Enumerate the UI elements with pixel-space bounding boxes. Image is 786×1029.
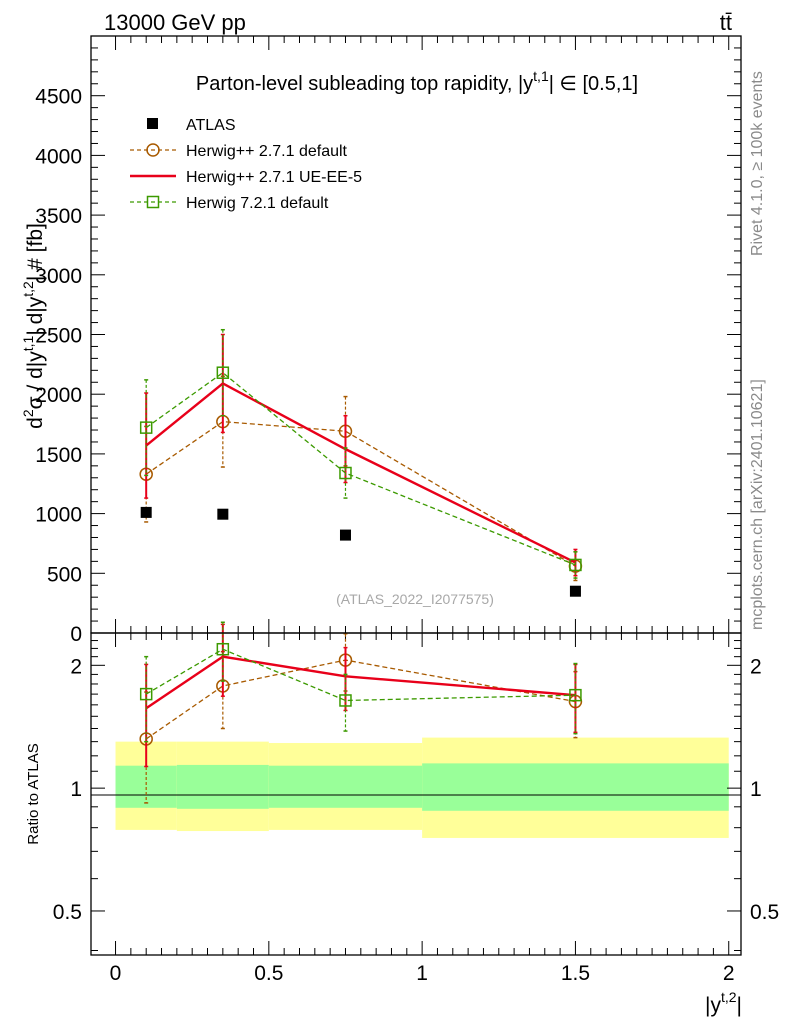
main-herwig-7-2-1-default-line — [145, 371, 576, 566]
main-panel: Parton-level subleading top rapidity, |y… — [20, 35, 742, 646]
main-atlas-point — [569, 585, 581, 597]
y-axis-label: d2σ / d|yt,1| d|yt,2| # [fb] — [20, 223, 47, 429]
legend-marker-atlas — [147, 118, 158, 129]
rivet-label: Rivet 4.1.0, ≥ 100k events — [749, 71, 766, 256]
main-y-ticks: 0 500 1000 1500 2000 2500 3000 3500 4000 4500 — [35, 36, 741, 646]
legend-label-herwigpp-ueee5: Herwig++ 2.7.1 UE-EE-5 — [186, 169, 362, 186]
main-herwig-2-7-1-default — [139, 375, 583, 582]
y-tick-label: 0 — [70, 623, 82, 646]
main-atlas-point — [140, 506, 152, 518]
main-atlas — [140, 506, 581, 597]
main-herwig-2-7-1-ue-ee-5-line — [145, 382, 576, 564]
main-herwig-7-2-1-default-point — [339, 466, 352, 480]
legend-label-herwigpp-default: Herwig++ 2.7.1 default — [186, 143, 348, 160]
ratio-inner-band — [115, 765, 177, 808]
ratio-herwig-7-2-1-default-point — [216, 642, 230, 656]
legend: ATLAS Herwig++ 2.7.1 default Herwig++ 2.… — [130, 117, 362, 212]
y-tick-label: 2000 — [35, 384, 82, 407]
x-tick-label: 0.5 — [254, 962, 283, 985]
ratio-herwig-7-2-1-default-line — [145, 648, 576, 702]
chart-title-main: Parton-level subleading top rapidity, |y — [196, 73, 533, 95]
ratio-herwig-2-7-1-ue-ee-5 — [144, 623, 578, 768]
ratio-y-tick-label-right: 1 — [750, 778, 762, 801]
x-tick-label: 1 — [416, 962, 428, 985]
x-tick-label: 2 — [723, 962, 735, 985]
ratio-y-tick-label-right: 2 — [750, 655, 762, 678]
y-tick-label: 500 — [47, 563, 82, 586]
chart-title: Parton-level subleading top rapidity, |y… — [196, 68, 638, 95]
main-atlas-point — [217, 508, 229, 520]
ratio-y-tick-label-right: 0.5 — [750, 901, 779, 924]
y-tick-label: 4000 — [35, 145, 82, 168]
main-series — [139, 328, 583, 597]
main-herwig-7-2-1-default-point — [569, 558, 582, 572]
ratio-y-axis-label: Ratio to ATLAS — [25, 743, 42, 844]
ratio-y-tick-label-left: 2 — [70, 655, 82, 678]
ratio-herwig-7-2-1-default-point — [569, 688, 582, 702]
legend-label-atlas: ATLAS — [186, 117, 236, 134]
ratio-y-tick-label-left: 0.5 — [53, 901, 82, 924]
ratio-herwig-7-2-1-default — [139, 621, 582, 743]
y-tick-label: 3000 — [35, 265, 82, 288]
main-herwig-2-7-1-default-line — [145, 420, 576, 567]
y-tick-label: 1500 — [35, 444, 82, 467]
ratio-inner-band — [176, 764, 269, 809]
x-tick-label: 1.5 — [561, 962, 590, 985]
ratio-uncertainty-bands — [115, 737, 729, 838]
ratio-inner-band — [422, 763, 729, 811]
x-tick-label: 0 — [110, 962, 122, 985]
ratio-panel: 0.5 0.5 1 1 2 2 0 0.5 1 1.5 2 Ratio to ATLAS |yt,2… — [25, 621, 779, 1017]
chart-title-tail: | ∈ [0.5,1] — [549, 73, 638, 95]
main-atlas-point — [339, 529, 351, 541]
ratio-herwig-7-2-1-default-point — [139, 687, 153, 701]
mcplots-label: mcplots.cern.ch [arXiv:2401.10621] — [749, 379, 766, 630]
y-tick-label: 1000 — [35, 504, 82, 527]
legend-marker-herwigpp-default — [146, 143, 160, 157]
ratio-herwig-7-2-1-default-point — [339, 694, 352, 707]
x-axis-label: |yt,2| — [705, 989, 742, 1017]
ratio-axis-ticks: 0.5 0.5 1 1 2 2 0 0.5 1 1.5 2 — [53, 633, 779, 985]
main-herwig-7-2-1-default-point — [216, 366, 230, 379]
chart-title-sup: t,1 — [533, 68, 549, 84]
energy-label: 13000 GeV pp — [104, 10, 246, 35]
y-tick-label: 4500 — [35, 86, 82, 109]
y-tick-label: 2500 — [35, 325, 82, 348]
ratio-y-tick-label-left: 1 — [70, 778, 82, 801]
legend-marker-herwig7-default — [146, 195, 160, 209]
main-herwig-7-2-1-default-point — [139, 421, 153, 434]
main-herwig-7-2-1-default — [139, 328, 582, 579]
ratio-herwig-2-7-1-ue-ee-5-line — [145, 655, 576, 710]
ratio-series — [139, 621, 583, 804]
ratio-inner-band — [268, 765, 423, 808]
ratio-frame — [90, 632, 742, 956]
analysis-watermark: (ATLAS_2022_I2077575) — [336, 591, 494, 607]
y-tick-label: 3500 — [35, 205, 82, 228]
ratio-herwig-2-7-1-default-line — [145, 659, 576, 740]
legend-label-herwig7-default: Herwig 7.2.1 default — [186, 195, 329, 212]
process-label: tt̄ — [720, 10, 732, 35]
